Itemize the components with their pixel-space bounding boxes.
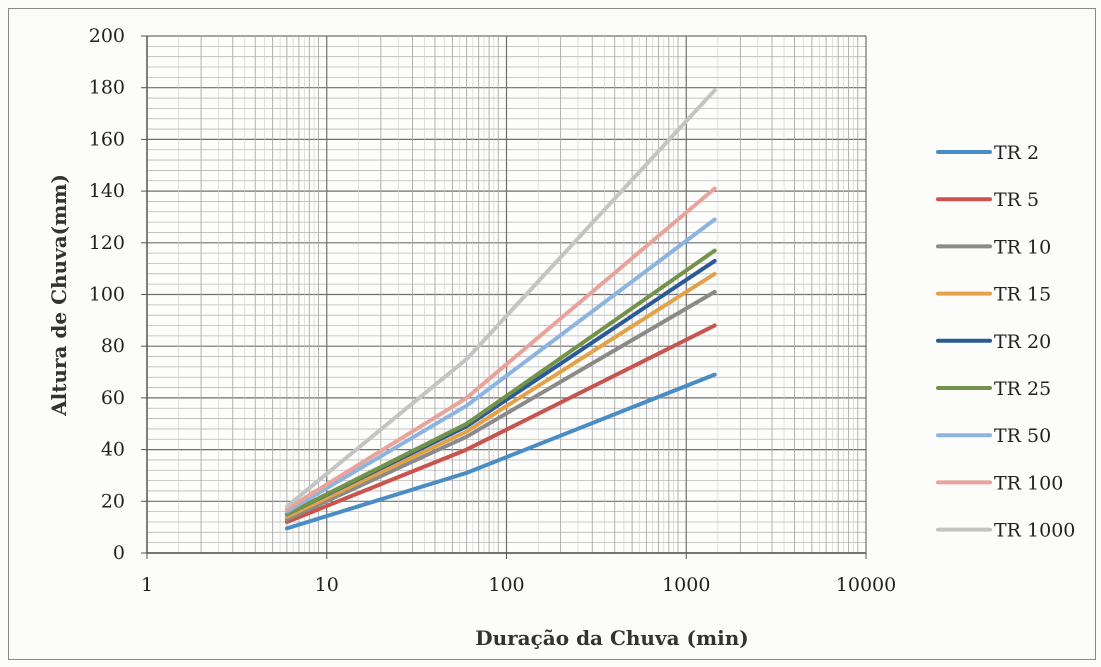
series-line: [284, 372, 717, 531]
legend-item: TR 5: [936, 189, 1039, 211]
legend-label: TR 5: [994, 189, 1039, 211]
y-axis-title: Altura de Chuva(mm): [47, 174, 71, 417]
series-line: [284, 323, 717, 524]
legend-item: TR 20: [936, 331, 1051, 353]
legend-label: TR 100: [994, 472, 1063, 494]
y-tick-label: 100: [89, 284, 125, 306]
legend-label: TR 1000: [994, 520, 1075, 542]
legend-item: TR 15: [936, 284, 1051, 306]
y-tick-label: 80: [101, 335, 125, 357]
legend-label: TR 25: [994, 378, 1051, 400]
legend-label: TR 20: [994, 331, 1051, 353]
grid: [146, 35, 867, 554]
x-tick-label: 1: [141, 574, 153, 596]
x-axis-title: Duração da Chuva (min): [475, 626, 749, 650]
axes: 0 20 40 60 80 100 120 140 160 180 200 1 10 100 1000 100…: [89, 25, 896, 596]
series-line: [284, 217, 717, 514]
legend-item: TR 10: [936, 236, 1051, 258]
x-tick-label: 100: [488, 574, 524, 596]
series-line: [284, 186, 717, 512]
x-tick-label: 10: [315, 574, 339, 596]
legend-label: TR 2: [994, 142, 1039, 164]
y-tick-label: 120: [89, 232, 125, 254]
series-line: [284, 248, 717, 517]
legend-label: TR 10: [994, 236, 1051, 258]
y-tick-label: 180: [89, 77, 125, 99]
legend-item: TR 50: [936, 425, 1051, 447]
y-tick-label: 60: [101, 387, 125, 409]
legend: TR 2 TR 5 TR 10 TR 15 TR 20 TR 25 TR 50 TR 100 T…: [936, 142, 1075, 542]
legend-item: TR 2: [936, 142, 1039, 164]
series-line: [284, 88, 717, 509]
legend-item: TR 1000: [936, 520, 1075, 542]
x-tick-label: 10000: [836, 574, 896, 596]
y-tick-label: 140: [89, 180, 125, 202]
series-line: [284, 289, 717, 522]
y-tick-label: 40: [101, 439, 125, 461]
legend-label: TR 50: [994, 425, 1051, 447]
x-tick-label: 1000: [662, 574, 710, 596]
series-line: [284, 271, 717, 519]
legend-item: TR 100: [936, 472, 1063, 494]
y-tick-label: 20: [101, 490, 125, 512]
y-tick-label: 0: [113, 542, 125, 564]
y-tick-label: 160: [89, 128, 125, 150]
series-lines: [284, 88, 717, 531]
legend-label: TR 15: [994, 284, 1051, 306]
y-tick-label: 200: [89, 25, 125, 47]
legend-item: TR 25: [936, 378, 1051, 400]
